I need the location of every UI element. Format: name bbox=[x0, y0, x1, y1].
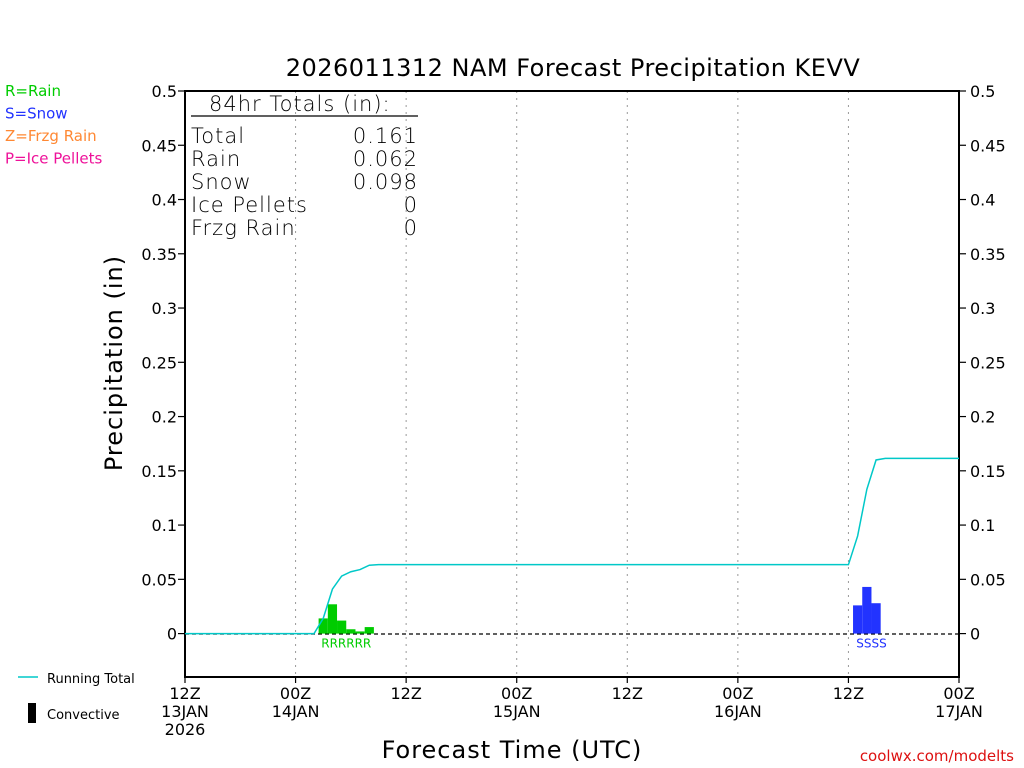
totals-value: 0.161 bbox=[353, 124, 418, 148]
precip-type-legend: R=Rain S=Snow Z=Frzg Rain P=Ice Pellets bbox=[5, 82, 102, 168]
totals-label: Frzg Rain bbox=[191, 216, 296, 240]
x-tick-label: 2026 bbox=[165, 720, 206, 739]
precip-bar-rain bbox=[337, 620, 347, 634]
totals-label: Rain bbox=[191, 147, 241, 171]
y-tick-label-right: 0.3 bbox=[970, 299, 995, 318]
legend-label: Running Total bbox=[47, 672, 135, 687]
precip-bar-snow bbox=[862, 586, 872, 634]
y-tick-label-left: 0.05 bbox=[141, 570, 177, 589]
totals-value: 0 bbox=[404, 193, 418, 217]
legend-label: Convective bbox=[47, 708, 120, 723]
y-axis-right: 0 0.05 0.1 0.15 0.2 0.25 0.3 0.35 0.4 0.45 0.5 bbox=[959, 82, 1006, 644]
type-legend-item: P=Ice Pellets bbox=[5, 150, 102, 168]
totals-label: Ice Pellets bbox=[191, 193, 308, 217]
type-legend-item: R=Rain bbox=[5, 82, 61, 100]
precip-bar-rain bbox=[346, 629, 356, 634]
totals-rows: Total 0.161 Rain 0.062 Snow 0.098 Ice Pellets 0… bbox=[191, 124, 418, 240]
y-tick-label-left: 0.5 bbox=[152, 82, 177, 101]
y-axis-title: Precipitation (in) bbox=[100, 255, 128, 471]
x-tick-label: 14JAN bbox=[272, 702, 320, 721]
y-tick-label-right: 0 bbox=[970, 625, 980, 644]
x-tick-label: 00Z bbox=[280, 684, 311, 703]
precip-type-labels: RRRRRR SSSS bbox=[321, 637, 886, 651]
x-tick-label: 13JAN bbox=[161, 702, 209, 721]
y-tick-label-right: 0.25 bbox=[970, 353, 1006, 372]
y-tick-label-right: 0.2 bbox=[970, 408, 995, 427]
precip-bar-snow bbox=[871, 603, 881, 634]
x-tick-label: 12Z bbox=[833, 684, 864, 703]
convective-swatch bbox=[28, 703, 36, 723]
precip-bars bbox=[318, 586, 881, 634]
y-tick-label-right: 0.45 bbox=[970, 136, 1006, 155]
x-tick-label: 00Z bbox=[722, 684, 753, 703]
x-tick-label: 00Z bbox=[501, 684, 532, 703]
y-tick-label-right: 0.05 bbox=[970, 570, 1006, 589]
x-tick-label: 17JAN bbox=[935, 702, 983, 721]
precip-type-code: RRRRRR bbox=[321, 637, 371, 651]
y-tick-label-left: 0.1 bbox=[152, 516, 177, 535]
y-tick-label-right: 0.15 bbox=[970, 462, 1006, 481]
totals-label: Snow bbox=[191, 170, 252, 194]
precip-bar-rain bbox=[355, 631, 365, 634]
series-legend: Running Total Convective bbox=[18, 672, 135, 723]
x-axis-title: Forecast Time (UTC) bbox=[382, 736, 643, 764]
plot-frame bbox=[184, 90, 960, 678]
x-tick-label: 12Z bbox=[169, 684, 200, 703]
x-tick-label: 00Z bbox=[943, 684, 974, 703]
precip-bar-rain bbox=[364, 627, 374, 634]
x-tick-label: 15JAN bbox=[493, 702, 541, 721]
totals-value: 0.062 bbox=[353, 147, 418, 171]
y-tick-label-left: 0.3 bbox=[152, 299, 177, 318]
y-tick-label-left: 0.45 bbox=[141, 136, 177, 155]
y-tick-label-right: 0.35 bbox=[970, 245, 1006, 264]
precip-bar-snow bbox=[853, 605, 863, 634]
precip-type-code: SSSS bbox=[856, 637, 886, 651]
totals-box: 84hr Totals (in): Total 0.161 Rain 0.062 Sno… bbox=[191, 92, 418, 240]
chart-title: 2026011312 NAM Forecast Precipitation KE… bbox=[286, 54, 861, 82]
y-tick-label-left: 0.4 bbox=[152, 191, 177, 210]
type-legend-item: S=Snow bbox=[5, 105, 68, 123]
totals-value: 0 bbox=[404, 216, 418, 240]
y-tick-label-left: 0.35 bbox=[141, 245, 177, 264]
x-tick-label: 12Z bbox=[612, 684, 643, 703]
y-tick-label-right: 0.4 bbox=[970, 191, 995, 210]
y-tick-label-right: 0.1 bbox=[970, 516, 995, 535]
totals-value: 0.098 bbox=[353, 170, 418, 194]
type-legend-item: Z=Frzg Rain bbox=[5, 127, 97, 145]
x-tick-label: 12Z bbox=[390, 684, 421, 703]
y-tick-label-left: 0 bbox=[167, 625, 177, 644]
y-tick-label-right: 0.5 bbox=[970, 82, 995, 101]
credit-text: coolwx.com/modelts bbox=[860, 747, 1014, 765]
y-tick-label-left: 0.2 bbox=[152, 408, 177, 427]
y-tick-label-left: 0.25 bbox=[141, 353, 177, 372]
running-total-line bbox=[185, 457, 959, 635]
x-tick-label: 16JAN bbox=[714, 702, 762, 721]
totals-label: Total bbox=[191, 124, 245, 148]
y-tick-label-left: 0.15 bbox=[141, 462, 177, 481]
totals-header: 84hr Totals (in): bbox=[209, 92, 391, 116]
precip-bar-rain bbox=[318, 618, 328, 634]
precip-bar-rain bbox=[327, 604, 338, 634]
y-axis-left: 0 0.05 0.1 0.15 0.2 0.25 0.3 0.35 0.4 0.45 0.5 bbox=[141, 82, 185, 644]
